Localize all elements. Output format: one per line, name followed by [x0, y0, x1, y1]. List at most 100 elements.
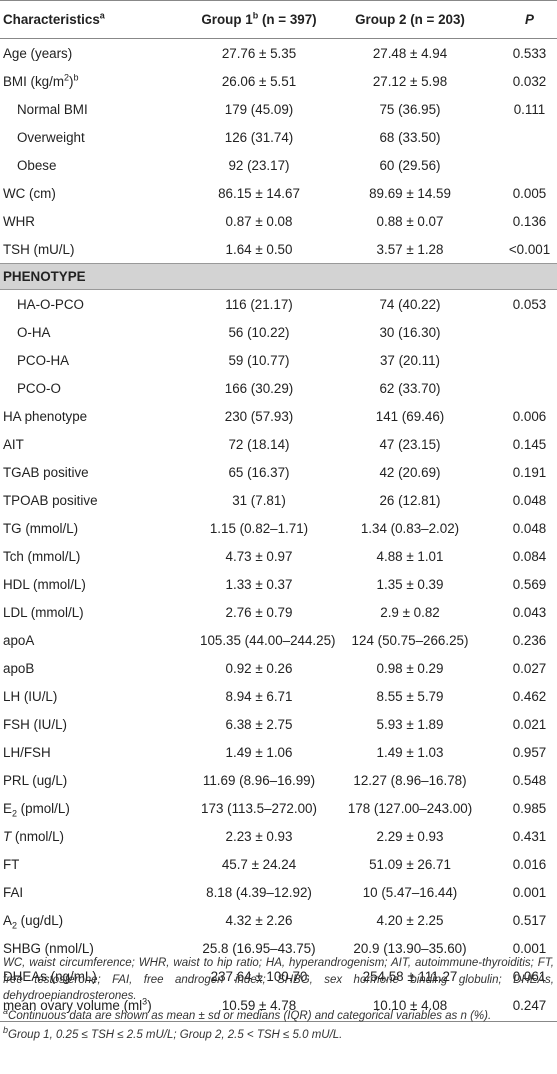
group2-value: 1.35 ± 0.39 [376, 576, 444, 592]
abbreviations-note: WC, waist circumference; WHR, waist to h… [3, 957, 554, 1002]
row-label: SHBG (nmol/L) [3, 940, 94, 956]
group1-value: 92 (23.17) [228, 157, 290, 173]
table-row: Normal BMI 179 (45.09) 75 (36.95) 0.111 [0, 95, 557, 123]
table-row: Age (years) 27.76 ± 5.35 27.48 ± 4.94 0.533 [0, 39, 557, 68]
table-row: T (nmol/L) 2.23 ± 0.93 2.29 ± 0.93 0.431 [0, 822, 557, 850]
group1-value: 45.7 ± 24.24 [221, 856, 297, 872]
row-label: LDL (mmol/L) [3, 604, 84, 620]
table-row: A2 (ug/dL) 4.32 ± 2.26 4.20 ± 2.25 0.517 [0, 906, 557, 934]
row-label: apoB [3, 660, 35, 676]
table-row: Obese 92 (23.17) 60 (29.56) [0, 151, 557, 179]
p-value: 0.001 [512, 940, 547, 956]
group2-value: 42 (20.69) [379, 464, 441, 480]
row-label: TPOAB positive [3, 492, 98, 508]
group2-value: 124 (50.75–266.25) [351, 632, 469, 648]
row-label: PCO-O [17, 380, 61, 396]
header-p: P [502, 0, 557, 39]
p-value: 0.431 [512, 828, 547, 844]
group2-value: 141 (69.46) [375, 408, 445, 424]
group2-value: 74 (40.22) [379, 296, 441, 312]
group2-value: 75 (36.95) [379, 101, 441, 117]
group2-value: 8.55 ± 5.79 [376, 688, 444, 704]
table-row: Tch (mmol/L) 4.73 ± 0.97 4.88 ± 1.01 0.084 [0, 542, 557, 570]
row-label: FT [3, 856, 20, 872]
p-value: 0.053 [512, 296, 547, 312]
group2-value: 30 (16.30) [379, 324, 441, 340]
table-row: LDL (mmol/L) 2.76 ± 0.79 2.9 ± 0.82 0.043 [0, 598, 557, 626]
table-row: TSH (mU/L) 1.64 ± 0.50 3.57 ± 1.28 <0.001 [0, 235, 557, 264]
footnote-b: bGroup 1, 0.25 ≤ TSH ≤ 2.5 mU/L; Group 2… [3, 1025, 343, 1041]
row-label: WHR [3, 213, 35, 229]
row-label: HA-O-PCO [17, 296, 84, 312]
section-label: PHENOTYPE [0, 263, 557, 290]
group1-value: 31 (7.81) [232, 492, 286, 508]
p-value: 0.548 [512, 772, 547, 788]
group2-value: 27.12 ± 5.98 [372, 73, 448, 89]
group1-value: 1.33 ± 0.37 [225, 576, 293, 592]
p-value: 0.032 [512, 73, 547, 89]
group1-value: 4.73 ± 0.97 [225, 548, 293, 564]
table-row: SHBG (nmol/L) 25.8 (16.95–43.75) 20.9 (13.… [0, 934, 557, 962]
row-label: LH/FSH [3, 744, 51, 760]
group1-value: 2.76 ± 0.79 [225, 604, 293, 620]
row-label: TSH (mU/L) [3, 241, 75, 257]
group1-value: 105.35 (44.00–244.25) [200, 632, 336, 648]
header-group2: Group 2 (n = 203) [318, 0, 502, 39]
p-value [502, 346, 557, 374]
table-row: PCO-O 166 (30.29) 62 (33.70) [0, 374, 557, 402]
group1-value: 11.69 (8.96–16.99) [202, 772, 316, 788]
row-label: O-HA [17, 324, 51, 340]
group1-value: 230 (57.93) [224, 408, 294, 424]
row-label: mean ovary volume (ml3) [0, 990, 200, 1022]
table-row: FSH (IU/L) 6.38 ± 2.75 5.93 ± 1.89 0.021 [0, 710, 557, 738]
table-row: FAI 8.18 (4.39–12.92) 10 (5.47–16.44) 0.001 [0, 878, 557, 906]
group1-value: 1.15 (0.82–1.71) [209, 520, 309, 536]
row-label: E2 (pmol/L) [3, 800, 70, 819]
group1-value: 126 (31.74) [224, 129, 294, 145]
row-label: Overweight [17, 129, 85, 145]
group1-value: 1.49 ± 1.06 [225, 744, 293, 760]
row-label: Obese [17, 157, 57, 173]
table-row: TPOAB positive 31 (7.81) 26 (12.81) 0.048 [0, 486, 557, 514]
row-label: PCO-HA [17, 352, 70, 368]
group1-value: 10.59 ± 4.78 [200, 990, 318, 1022]
row-label: PRL (ug/L) [3, 772, 68, 788]
p-value: 0.005 [512, 185, 547, 201]
group1-value: 173 (113.5–272.00) [201, 800, 317, 816]
group1-value: 1.64 ± 0.50 [225, 241, 293, 257]
p-value: 0.001 [512, 884, 547, 900]
group2-n: (n = 203) [410, 12, 465, 27]
row-label: BMI (kg/m2)b [3, 72, 79, 89]
group1-value: 116 (21.17) [225, 296, 293, 312]
table-row: AIT 72 (18.14) 47 (23.15) 0.145 [0, 430, 557, 458]
p-value: 0.006 [512, 408, 547, 424]
group1-value: 166 (30.29) [224, 380, 294, 396]
group2-value: 12.27 (8.96–16.78) [353, 772, 467, 788]
row-label: FSH (IU/L) [3, 716, 67, 732]
group2-value: 2.9 ± 0.82 [380, 604, 440, 620]
group2-value: 60 (29.56) [379, 157, 441, 173]
group2-value: 5.93 ± 1.89 [376, 716, 444, 732]
group2-value: 27.48 ± 4.94 [372, 45, 448, 61]
group1-value: 65 (16.37) [228, 464, 290, 480]
group2-value: 254.58 ± 111.27 [362, 968, 458, 984]
group2-value: 89.69 ± 14.59 [369, 185, 451, 201]
header-group1: Group 1b (n = 397) [200, 0, 318, 39]
p-value: 0.517 [512, 912, 547, 928]
p-value: 0.048 [512, 520, 547, 536]
group1-n: (n = 397) [261, 12, 317, 27]
group1-value: 8.94 ± 6.71 [225, 688, 293, 704]
group1-value: 2.23 ± 0.93 [225, 828, 293, 844]
group2-value: 10 (5.47–16.44) [362, 884, 458, 900]
row-label: DHEAs (ng/mL) [3, 968, 97, 984]
table-row: Overweight 126 (31.74) 68 (33.50) [0, 123, 557, 151]
p-value: 0.027 [512, 660, 547, 676]
row-label: HDL (mmol/L) [3, 576, 86, 592]
p-value [502, 123, 557, 151]
table-footnotes: WC, waist circumference; WHR, waist to h… [3, 955, 554, 1047]
header-characteristics: Characteristicsa [0, 0, 200, 39]
p-value: 0.462 [512, 688, 547, 704]
group2-value: 178 (127.00–243.00) [347, 800, 473, 816]
group2-value: 1.34 (0.83–2.02) [360, 520, 460, 536]
